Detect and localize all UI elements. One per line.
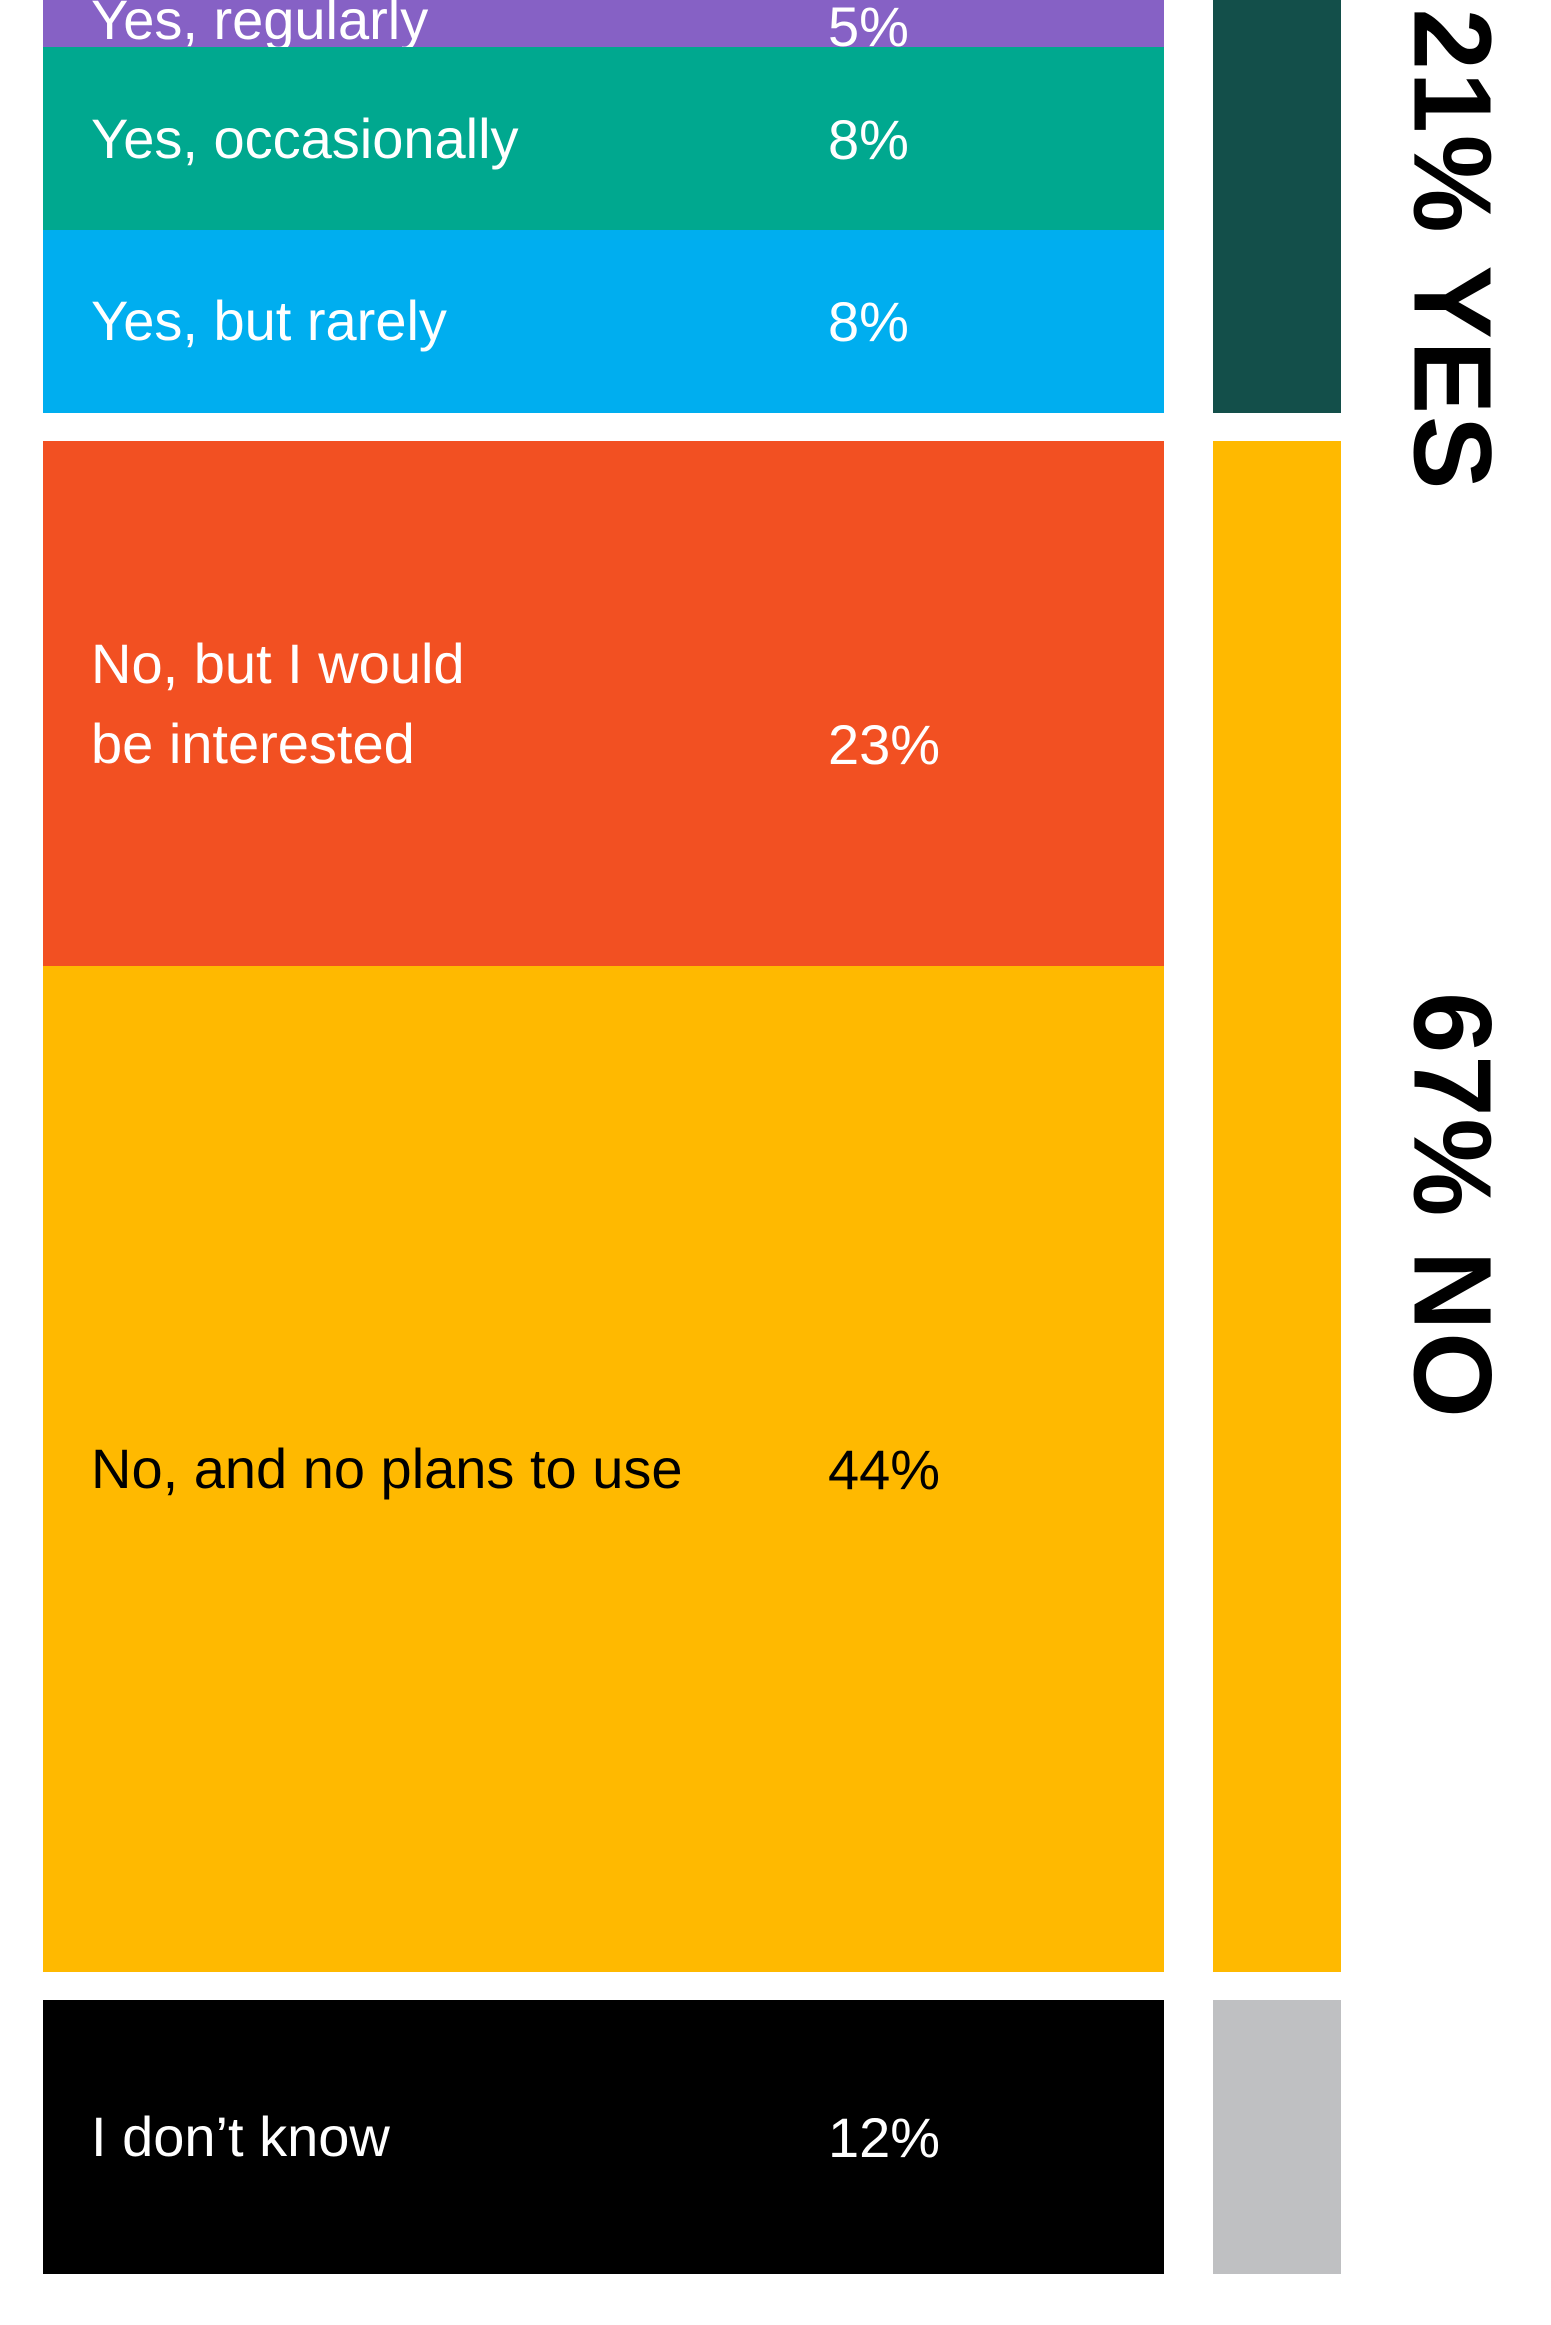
- group-total-label: 67% NO: [1390, 992, 1514, 1421]
- bar-segment: No, but I would be interested 23%: [43, 440, 1164, 967]
- segment-label: No, and no plans to use: [91, 1437, 683, 1501]
- segment-value-label: 23%: [828, 712, 941, 776]
- group-total-label: 21% YES: [1390, 8, 1514, 492]
- segment-label: No, but I would be interested: [91, 631, 465, 775]
- segment-value-label: 8%: [828, 107, 909, 171]
- bar-segment: No, and no plans to use 44%: [43, 966, 1164, 1972]
- bar-segment: Yes, but rarely 8%: [43, 230, 1164, 413]
- group-bracket: [1213, 440, 1341, 1972]
- segment-value-label: 8%: [828, 290, 909, 354]
- group-bracket: [1213, 0, 1341, 413]
- group-bracket: [1213, 1999, 1341, 2274]
- bar-segment: Yes, occasionally 8%: [43, 47, 1164, 231]
- bar-segment: I don’t know 12%: [43, 1999, 1164, 2274]
- segment-value-label: 12%: [828, 2105, 941, 2169]
- segment-label: Yes, regularly: [91, 0, 429, 52]
- segment-value-label: 44%: [828, 1438, 941, 1502]
- segment-label: Yes, occasionally: [91, 106, 519, 170]
- bar-segment: Yes, regularly 5%: [43, 0, 1164, 58]
- segment-label: Yes, but rarely: [91, 289, 447, 353]
- segment-label: I don’t know: [91, 2104, 390, 2168]
